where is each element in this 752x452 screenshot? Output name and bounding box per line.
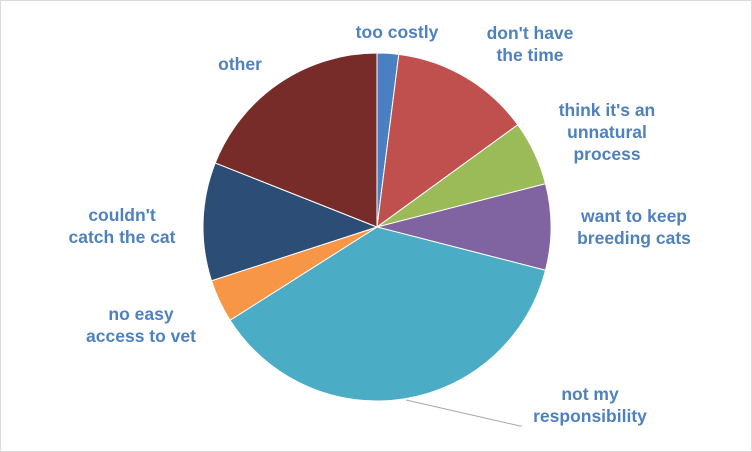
slice-label-line: don't have — [487, 23, 574, 43]
slice-label-6: no easy access to vet — [86, 304, 196, 346]
slice-label-line: no easy — [108, 304, 173, 324]
slice-label-line: want to keep — [580, 206, 687, 226]
slice-label-5: not my responsibility — [533, 384, 647, 426]
slice-label-line: other — [218, 54, 262, 74]
slice-label-line: unnatural — [567, 122, 647, 142]
slice-label-line: think it's an — [559, 100, 656, 120]
slice-label-line: too costly — [356, 22, 439, 42]
slice-label-8: other — [218, 54, 262, 74]
pie-slice-2 — [376, 53, 519, 229]
slice-label-1: too costly — [356, 22, 439, 42]
slice-label-line: couldn't — [88, 205, 156, 225]
pie-slice-8 — [214, 52, 378, 228]
slice-label-line: process — [573, 144, 640, 164]
slice-label-7: couldn't catch the cat — [69, 205, 176, 247]
slice-label-line: access to vet — [86, 326, 196, 346]
slice-label-line: the time — [496, 45, 563, 65]
slice-label-line: not my — [561, 384, 619, 404]
slice-label-2: don't have the time — [487, 23, 574, 65]
slice-label-line: catch the cat — [69, 227, 176, 247]
slice-label-line: breeding cats — [577, 228, 691, 248]
slice-label-line: responsibility — [533, 406, 647, 426]
leader-line-5 — [405, 399, 522, 427]
pie-slice-7 — [202, 162, 379, 282]
slice-label-3: think it's an unnatural process — [559, 100, 656, 164]
slice-label-4: want to keep breeding cats — [577, 206, 691, 248]
